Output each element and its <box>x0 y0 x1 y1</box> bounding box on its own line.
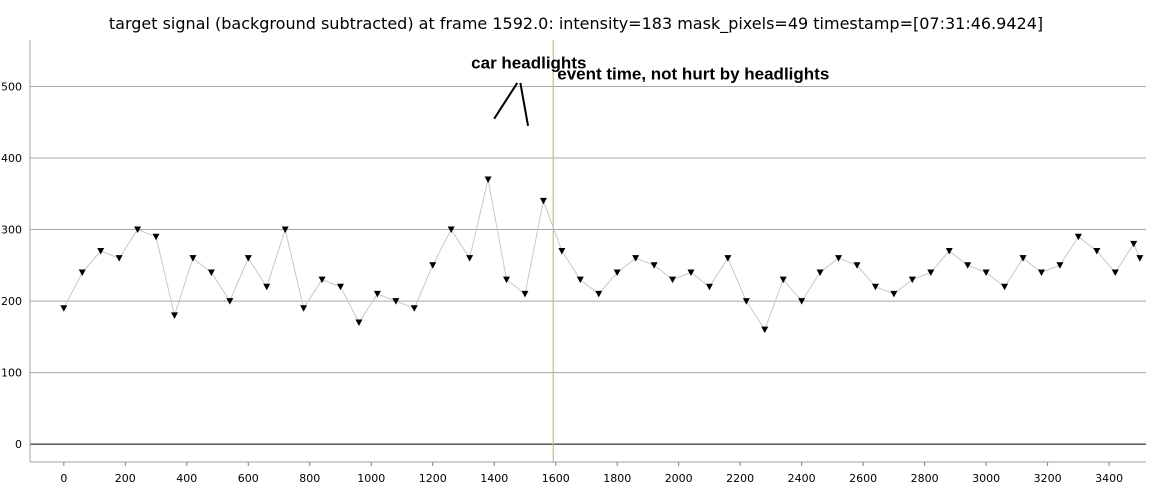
data-point <box>410 305 418 312</box>
data-point <box>318 276 326 284</box>
data-point <box>207 269 215 276</box>
data-point <box>890 290 898 298</box>
data-point <box>281 226 289 234</box>
y-tick-label: 200 <box>1 295 22 308</box>
data-point <box>60 305 68 312</box>
data-point <box>152 233 160 241</box>
data-point <box>429 262 437 269</box>
data-point <box>244 255 252 262</box>
data-point <box>539 197 547 205</box>
x-tick-label: 2800 <box>911 472 939 485</box>
data-point <box>908 276 916 284</box>
x-tick-label: 400 <box>176 472 197 485</box>
annotation-arrow <box>493 82 519 120</box>
data-point <box>355 319 363 327</box>
signal-series <box>60 176 1144 334</box>
data-point <box>1019 255 1027 262</box>
annotation-label: event time, not hurt by headlights <box>557 64 829 83</box>
data-point <box>595 290 603 298</box>
data-point <box>300 305 308 312</box>
data-point <box>1111 269 1119 276</box>
data-point <box>189 255 197 262</box>
chart-title: target signal (background subtracted) at… <box>108 14 1044 33</box>
data-point <box>779 276 787 284</box>
data-point <box>337 283 345 291</box>
gridlines <box>30 85 1146 445</box>
data-point <box>1074 233 1082 241</box>
data-point <box>115 255 123 262</box>
data-point <box>226 298 234 305</box>
data-point <box>576 276 584 284</box>
data-point <box>669 276 677 284</box>
data-point <box>761 326 769 334</box>
data-point <box>134 226 142 234</box>
data-point <box>853 262 861 269</box>
x-tick-label: 0 <box>60 472 67 485</box>
data-point <box>1130 240 1138 248</box>
data-point <box>1136 255 1144 262</box>
x-tick-label: 2000 <box>665 472 693 485</box>
data-point <box>705 283 713 291</box>
series-line <box>63 179 1141 331</box>
x-tick-label: 1800 <box>603 472 631 485</box>
y-tick-label: 500 <box>1 80 22 93</box>
data-point <box>798 298 806 305</box>
x-tick-label: 600 <box>238 472 259 485</box>
data-point <box>558 248 566 255</box>
data-point <box>945 248 953 255</box>
data-point <box>871 283 879 291</box>
x-tick-label: 3400 <box>1095 472 1123 485</box>
data-point <box>613 269 621 276</box>
data-point <box>263 283 271 291</box>
data-point <box>170 312 178 319</box>
x-tick-label: 3000 <box>972 472 1000 485</box>
data-point <box>687 269 695 276</box>
x-tick-label: 2600 <box>849 472 877 485</box>
x-tick-label: 2200 <box>726 472 754 485</box>
annotation-arrow <box>519 82 530 127</box>
x-tick-label: 800 <box>299 472 320 485</box>
x-tick-label: 1600 <box>542 472 570 485</box>
data-point <box>1001 283 1009 291</box>
data-point <box>964 262 972 269</box>
axes: 0 100 200 300 400 500 0 200 400 600 800 1000 1200 140… <box>1 40 1146 485</box>
data-point <box>78 269 86 276</box>
data-point <box>466 255 474 262</box>
data-point <box>1056 262 1064 269</box>
data-point <box>97 248 105 255</box>
data-point <box>650 262 658 269</box>
x-tick-label: 2400 <box>788 472 816 485</box>
data-point <box>373 290 381 298</box>
y-tick-label: 300 <box>1 224 22 237</box>
x-tick-label: 1200 <box>419 472 447 485</box>
x-tick-label: 200 <box>115 472 136 485</box>
data-point <box>632 255 640 262</box>
data-point <box>484 176 492 183</box>
y-tick-label: 0 <box>15 438 22 451</box>
x-tick-label: 3200 <box>1034 472 1062 485</box>
data-point <box>392 298 400 305</box>
y-tick-label: 400 <box>1 152 22 165</box>
data-point <box>521 290 529 298</box>
data-point <box>503 276 511 284</box>
data-point <box>1093 248 1101 255</box>
data-point <box>724 255 732 262</box>
annotation-label: car headlights <box>471 54 586 73</box>
data-point <box>742 298 750 305</box>
data-point <box>816 269 824 276</box>
x-tick-label: 1000 <box>357 472 385 485</box>
data-point <box>982 269 990 276</box>
data-point <box>927 269 935 276</box>
data-point <box>835 255 843 262</box>
data-point <box>1037 269 1045 276</box>
x-tick-label: 1400 <box>480 472 508 485</box>
y-tick-label: 100 <box>1 367 22 380</box>
data-point <box>447 226 455 234</box>
